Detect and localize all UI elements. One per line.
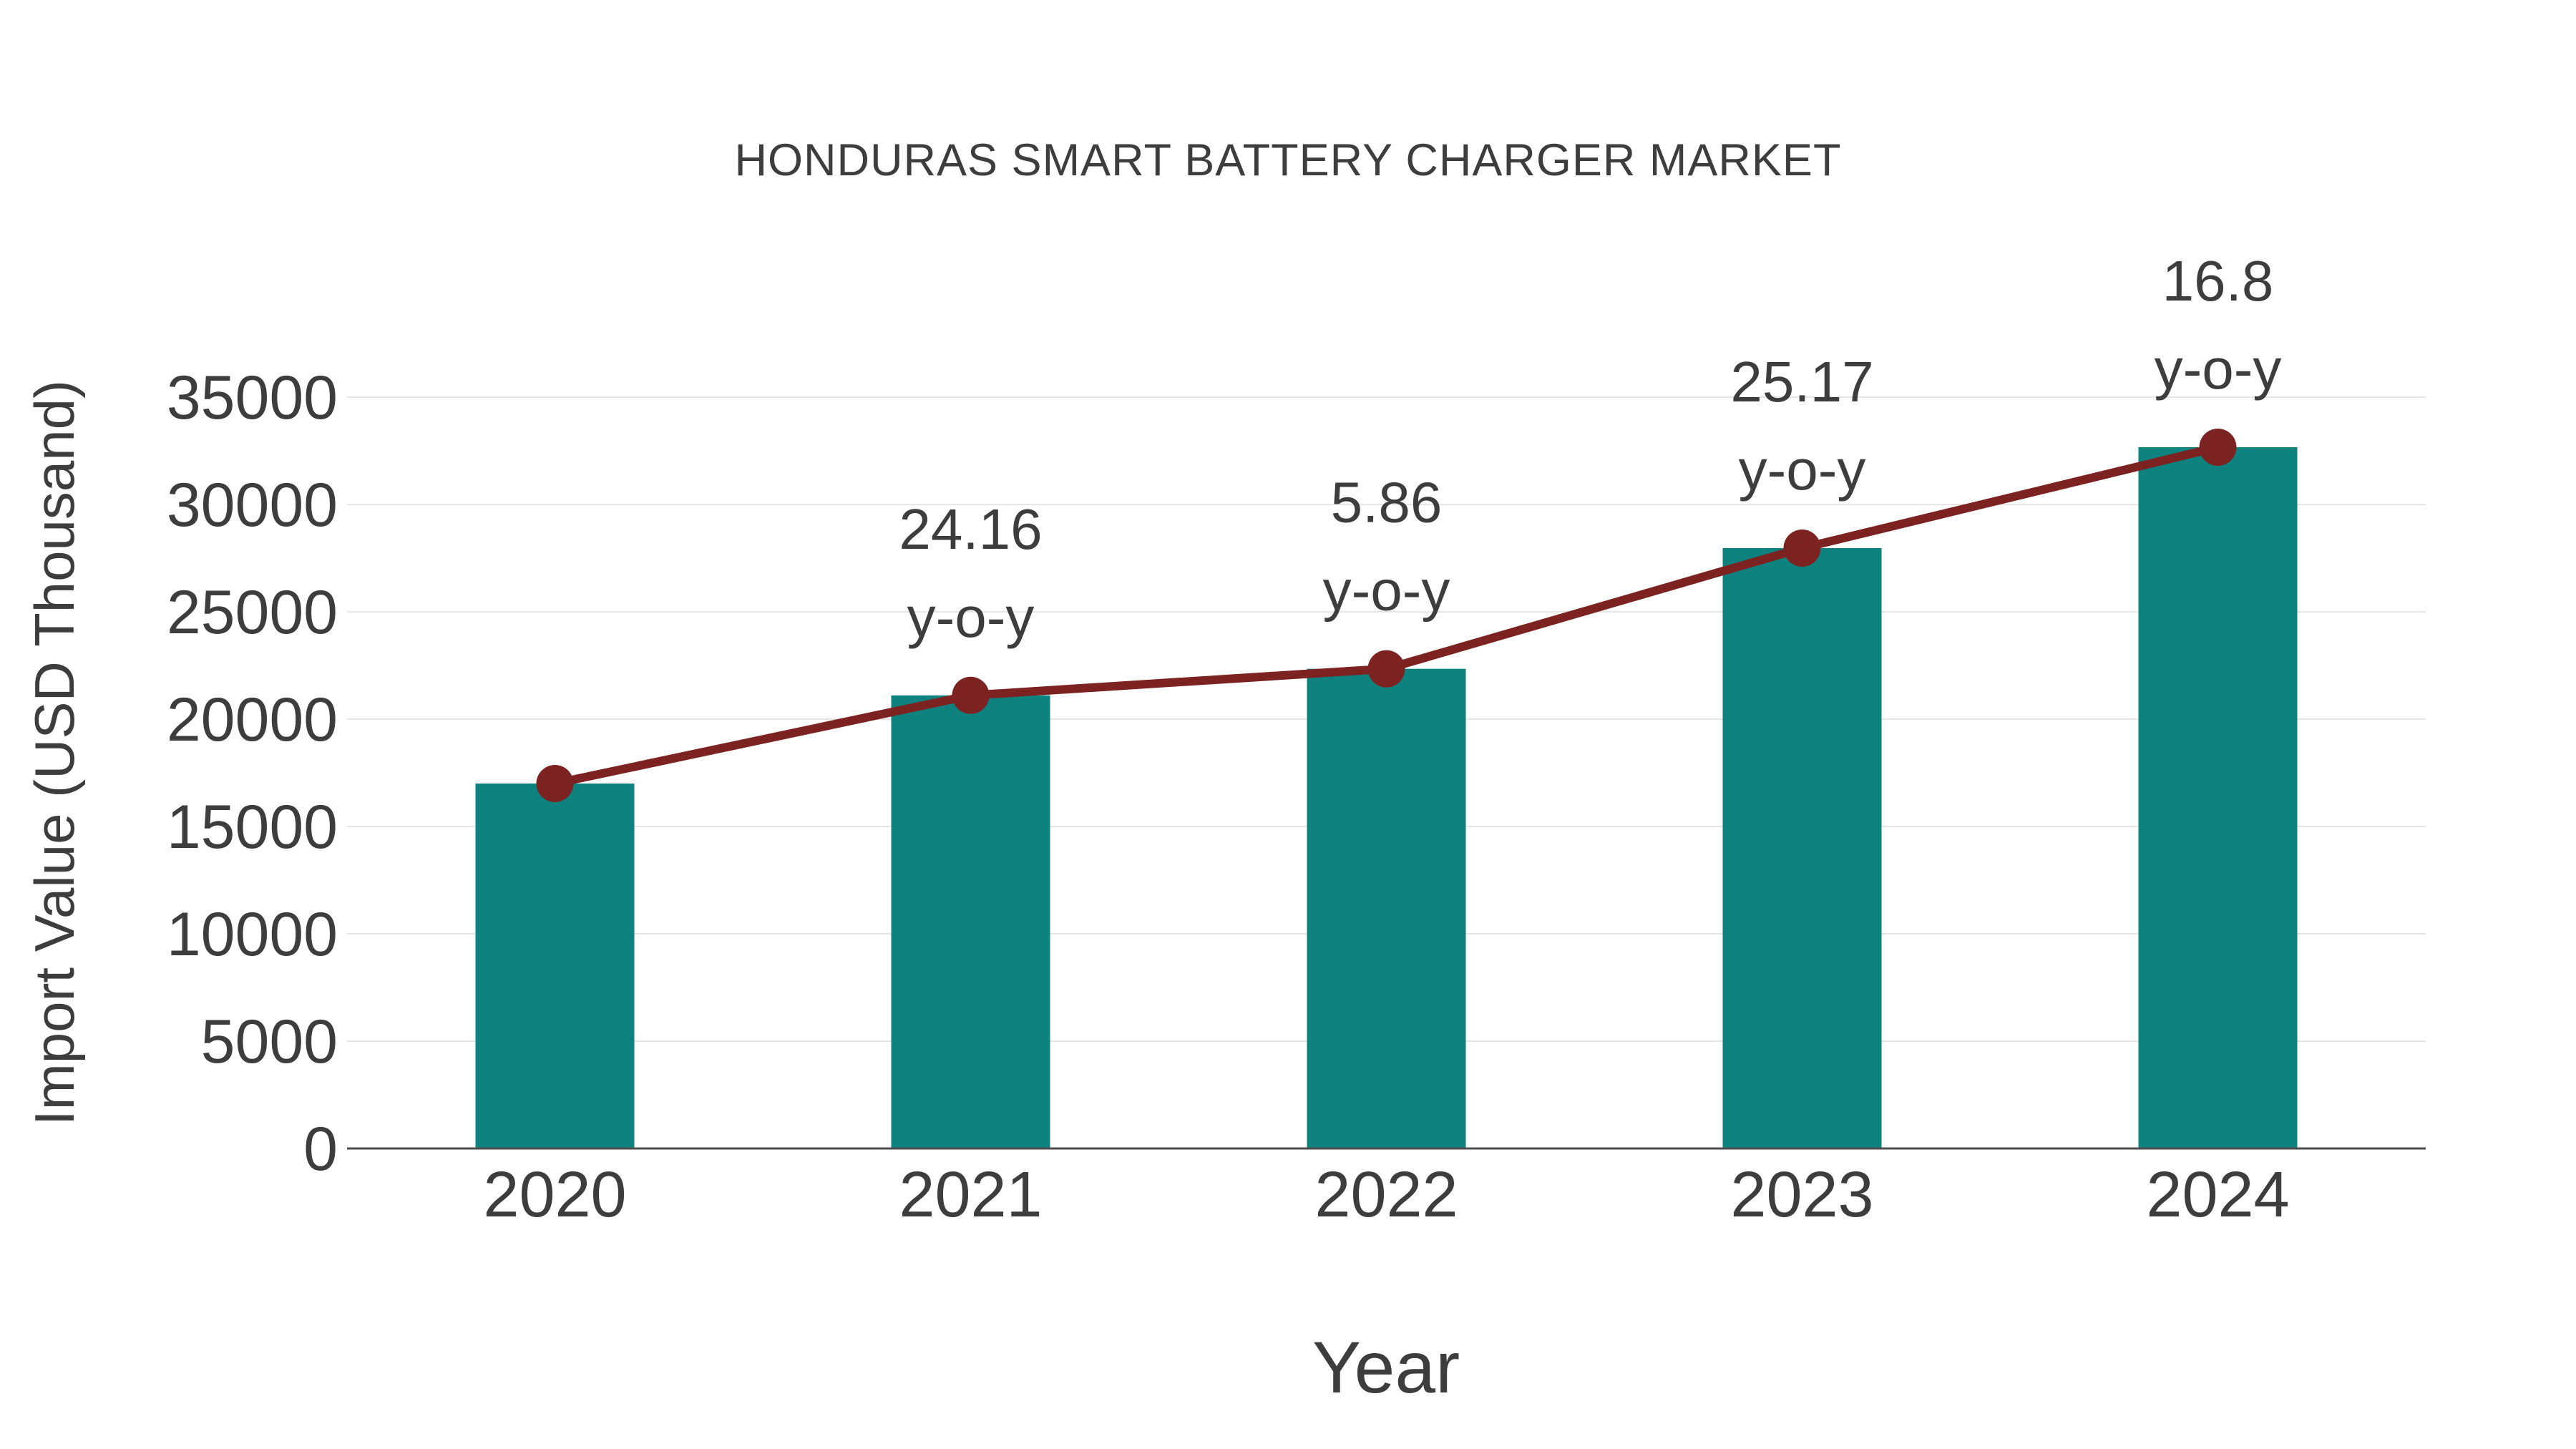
y-tick-label-35000: 35000 <box>167 364 338 432</box>
bar-2022 <box>1307 668 1466 1148</box>
tick-labels-layer: 0 5000 10000 15000 20000 25000 30000 35000 2020 2… <box>167 364 2290 1231</box>
bar-2023 <box>1722 547 1882 1148</box>
annotation-suffix-2023: y-o-y <box>1739 438 1866 502</box>
x-tick-label-2020: 2020 <box>483 1159 626 1231</box>
x-tick-label-2022: 2022 <box>1314 1159 1458 1231</box>
trend-marker-2024 <box>2199 428 2237 466</box>
annotation-suffix-2022: y-o-y <box>1323 559 1450 623</box>
annotation-value-2023: 25.17 <box>1730 350 1873 414</box>
bar-2024 <box>2138 447 2298 1148</box>
x-axis-title: Year <box>1312 1327 1460 1408</box>
y-tick-label-20000: 20000 <box>167 686 338 754</box>
x-tick-label-2023: 2023 <box>1730 1159 1873 1231</box>
annotation-suffix-2021: y-o-y <box>907 585 1035 649</box>
bar-2020 <box>475 784 635 1148</box>
annotation-value-2022: 5.86 <box>1331 471 1443 535</box>
trend-marker-2020 <box>536 765 574 802</box>
annotation-suffix-2024: y-o-y <box>2155 337 2282 401</box>
chart-title: HONDURAS SMART BATTERY CHARGER MARKET <box>735 135 1842 185</box>
x-tick-label-2021: 2021 <box>899 1159 1042 1231</box>
y-tick-label-0: 0 <box>303 1115 338 1184</box>
bars-layer <box>475 447 2298 1148</box>
bar-2021 <box>891 695 1050 1148</box>
y-tick-label-10000: 10000 <box>167 900 338 969</box>
y-tick-label-25000: 25000 <box>167 578 338 647</box>
x-tick-label-2024: 2024 <box>2146 1159 2289 1231</box>
y-tick-label-15000: 15000 <box>167 793 338 862</box>
trend-marker-2022 <box>1367 650 1405 688</box>
annotations-layer: 24.16 y-o-y 5.86 y-o-y 25.17 y-o-y 16.8 y-o-y <box>899 249 2281 649</box>
y-tick-label-30000: 30000 <box>167 471 338 540</box>
annotation-value-2021: 24.16 <box>899 497 1042 561</box>
y-axis-title: Import Value (USD Thousand) <box>23 380 86 1126</box>
trend-marker-2023 <box>1783 529 1821 567</box>
trend-marker-2021 <box>952 676 990 714</box>
annotation-value-2024: 16.8 <box>2162 249 2274 313</box>
trend-line-layer <box>536 428 2237 802</box>
y-tick-label-5000: 5000 <box>201 1008 338 1076</box>
